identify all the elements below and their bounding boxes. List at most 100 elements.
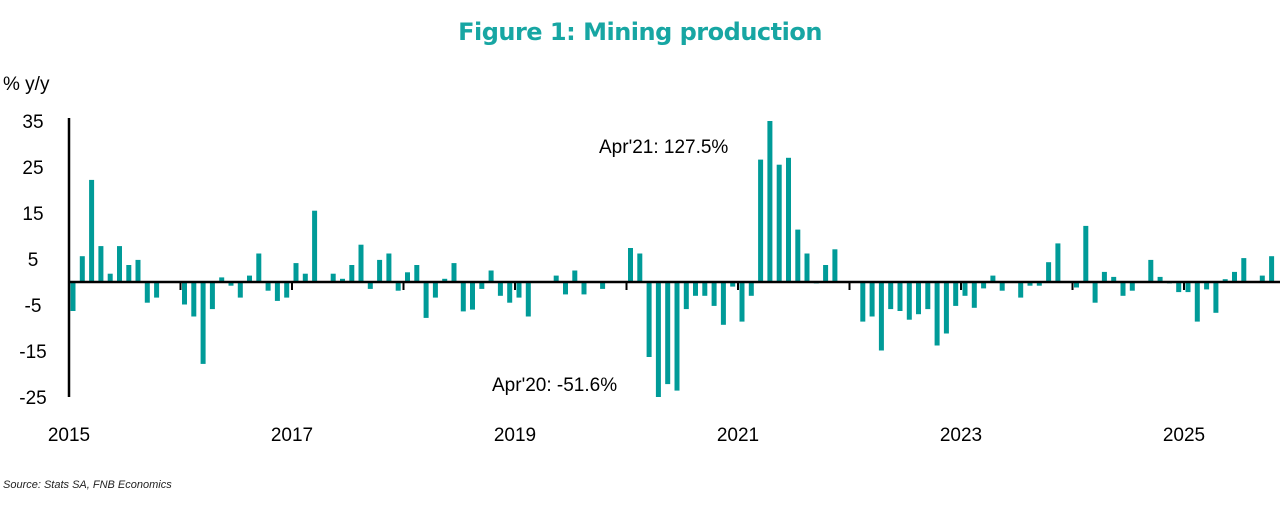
bar <box>1213 282 1219 313</box>
bar <box>200 282 206 364</box>
bar <box>730 282 736 287</box>
bar <box>646 282 652 357</box>
y-tick-label: -25 <box>19 388 46 409</box>
bar <box>479 282 485 289</box>
bar <box>89 179 95 282</box>
bar <box>126 265 132 282</box>
bar <box>1185 282 1191 293</box>
bar <box>358 244 364 282</box>
bar <box>655 282 661 397</box>
bar <box>925 282 931 310</box>
bar <box>219 277 225 282</box>
bar <box>135 259 141 282</box>
bar <box>432 282 438 298</box>
bar <box>367 282 373 289</box>
bar <box>284 282 290 298</box>
bar <box>702 282 708 296</box>
bar <box>563 282 568 295</box>
bar <box>720 282 726 325</box>
year-tick-marks <box>179 282 1185 290</box>
bar <box>888 282 894 310</box>
bar <box>302 273 308 282</box>
bar <box>117 246 122 282</box>
bar <box>711 282 717 306</box>
bar <box>507 282 513 303</box>
bar <box>497 282 503 296</box>
bar <box>516 282 522 298</box>
x-tick-label: 2025 <box>1163 425 1205 446</box>
bar <box>1241 258 1247 282</box>
y-tick-labels: 35 25 15 5 -5 -15 -25 <box>19 112 46 409</box>
y-axis-label: % y/y <box>3 74 50 95</box>
bar <box>330 273 336 282</box>
bar <box>237 282 243 298</box>
bar <box>312 210 318 282</box>
bar <box>637 253 643 282</box>
bar <box>981 282 987 289</box>
bar <box>144 282 150 303</box>
bar <box>999 282 1005 291</box>
bar <box>98 246 104 282</box>
bars <box>70 121 1275 397</box>
bar <box>823 265 829 282</box>
bar <box>795 229 801 282</box>
y-tick-label: 25 <box>22 158 43 179</box>
bar <box>525 282 531 317</box>
bar <box>442 278 448 282</box>
bar <box>405 272 410 282</box>
annotation-apr20: Apr'20: -51.6% <box>492 375 617 396</box>
bar <box>786 157 791 282</box>
bar <box>943 282 949 334</box>
bar <box>1232 271 1237 282</box>
bar <box>79 256 85 282</box>
bar <box>600 282 606 289</box>
x-tick-label: 2015 <box>48 425 90 446</box>
bar <box>832 249 838 282</box>
bar <box>107 273 113 282</box>
y-tick-label: 15 <box>22 204 43 225</box>
bar <box>451 263 457 282</box>
bar <box>683 282 689 310</box>
bar <box>256 253 262 282</box>
bar <box>906 282 912 320</box>
bar <box>340 278 345 282</box>
bar <box>804 253 810 282</box>
bar <box>460 282 466 312</box>
bar <box>154 282 160 298</box>
bar <box>934 282 940 346</box>
bar <box>665 282 671 385</box>
bar <box>247 275 252 282</box>
bar <box>758 159 764 282</box>
bar <box>488 270 494 282</box>
y-tick-label: -5 <box>25 296 42 317</box>
bar <box>265 282 271 291</box>
bar <box>228 282 234 286</box>
bar <box>869 282 875 317</box>
bar <box>767 121 773 282</box>
bar <box>581 282 587 295</box>
bar <box>990 275 996 282</box>
bar <box>1111 276 1117 282</box>
bar <box>182 282 187 305</box>
bar <box>349 265 355 282</box>
y-tick-label: 35 <box>22 112 43 133</box>
bar <box>470 282 475 310</box>
bar <box>860 282 866 322</box>
bar <box>1259 275 1265 282</box>
bar <box>1074 282 1079 288</box>
bar <box>553 275 559 282</box>
bar <box>209 282 215 310</box>
bar <box>1046 262 1052 282</box>
bar <box>962 282 968 296</box>
bar <box>1194 282 1200 322</box>
bar <box>1129 282 1135 291</box>
bar <box>971 282 977 308</box>
bar <box>1018 282 1024 298</box>
bar <box>1120 282 1126 296</box>
bar <box>70 282 76 311</box>
x-tick-label: 2023 <box>940 425 982 446</box>
bar <box>1101 271 1107 282</box>
bar <box>1176 282 1182 293</box>
bar <box>1083 225 1089 282</box>
